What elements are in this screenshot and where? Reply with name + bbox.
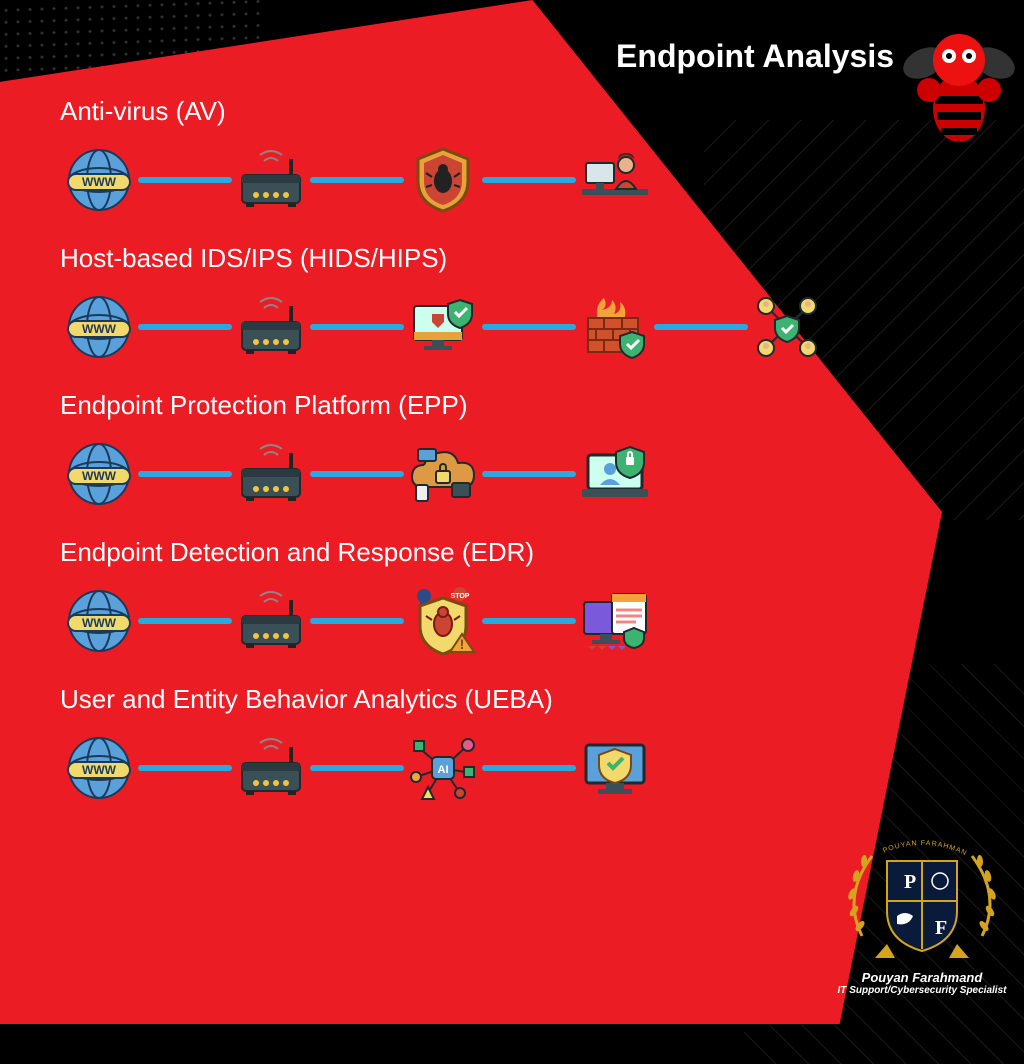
row-icons: WWW STOP: [60, 582, 980, 660]
users-shield-icon: [748, 288, 826, 366]
connector-line: [482, 618, 576, 624]
svg-text:P: P: [904, 871, 916, 893]
globe-www-icon: WWW: [60, 729, 138, 807]
row-icons: WWW AI: [60, 729, 980, 807]
connector-line: [310, 471, 404, 477]
page-title: Endpoint Analysis: [616, 38, 894, 75]
rows-container: Anti-virus (AV) WWW: [60, 96, 980, 831]
row: Endpoint Protection Platform (EPP) WWW: [60, 390, 980, 513]
row-icons: WWW: [60, 435, 980, 513]
svg-text:!: !: [460, 636, 465, 652]
svg-text:F: F: [935, 917, 947, 939]
svg-text:POUYAN FARAHMAND: POUYAN FARAHMAND: [832, 826, 968, 857]
svg-text:WWW: WWW: [82, 175, 117, 189]
firewall-icon: [576, 288, 654, 366]
connector-line: [310, 324, 404, 330]
row-label: Endpoint Protection Platform (EPP): [60, 390, 980, 421]
connector-line: [310, 765, 404, 771]
monitor-report-icon: [576, 582, 654, 660]
connector-line: [482, 471, 576, 477]
globe-www-icon: WWW: [60, 288, 138, 366]
connector-line: [482, 324, 576, 330]
row: User and Entity Behavior Analytics (UEBA…: [60, 684, 980, 807]
svg-text:WWW: WWW: [82, 322, 117, 336]
laptop-user-shield-icon: [576, 435, 654, 513]
globe-www-icon: WWW: [60, 141, 138, 219]
ai-nodes-icon: AI: [404, 729, 482, 807]
row-label: Endpoint Detection and Response (EDR): [60, 537, 980, 568]
svg-text:STOP: STOP: [451, 593, 470, 600]
author-role: IT Support/Cybersecurity Specialist: [832, 985, 1012, 996]
author-badge: P F POUYAN FARAHMAND Pouyan Farahmand IT…: [832, 826, 1012, 1006]
row: Host-based IDS/IPS (HIDS/HIPS) WWW: [60, 243, 980, 366]
row-label: Anti-virus (AV): [60, 96, 980, 127]
connector-line: [138, 177, 232, 183]
svg-text:WWW: WWW: [82, 763, 117, 777]
connector-line: [138, 618, 232, 624]
user-desk-icon: [576, 141, 654, 219]
router-icon: [232, 288, 310, 366]
row: Anti-virus (AV) WWW: [60, 96, 980, 219]
author-name: Pouyan Farahmand: [832, 970, 1012, 985]
connector-line: [138, 324, 232, 330]
row-icons: WWW: [60, 141, 980, 219]
row-icons: WWW: [60, 288, 980, 366]
svg-text:WWW: WWW: [82, 616, 117, 630]
globe-www-icon: WWW: [60, 582, 138, 660]
shield-bug-icon: [404, 141, 482, 219]
connector-line: [138, 765, 232, 771]
router-icon: [232, 729, 310, 807]
row-label: User and Entity Behavior Analytics (UEBA…: [60, 684, 980, 715]
monitor-shield-check-icon: [576, 729, 654, 807]
row: Endpoint Detection and Response (EDR) WW…: [60, 537, 980, 660]
svg-text:WWW: WWW: [82, 469, 117, 483]
router-icon: [232, 141, 310, 219]
svg-text:AI: AI: [438, 764, 449, 776]
router-icon: [232, 435, 310, 513]
connector-line: [482, 177, 576, 183]
router-icon: [232, 582, 310, 660]
connector-line: [138, 471, 232, 477]
connector-line: [654, 324, 748, 330]
connector-line: [310, 618, 404, 624]
row-label: Host-based IDS/IPS (HIDS/HIPS): [60, 243, 980, 274]
monitor-shield-icon: [404, 288, 482, 366]
shield-bug-alert-icon: STOP !: [404, 582, 482, 660]
connector-line: [310, 177, 404, 183]
cloud-lock-stack-icon: [404, 435, 482, 513]
globe-www-icon: WWW: [60, 435, 138, 513]
laurel-crest-icon: P F POUYAN FARAHMAND: [832, 826, 1012, 966]
connector-line: [482, 765, 576, 771]
